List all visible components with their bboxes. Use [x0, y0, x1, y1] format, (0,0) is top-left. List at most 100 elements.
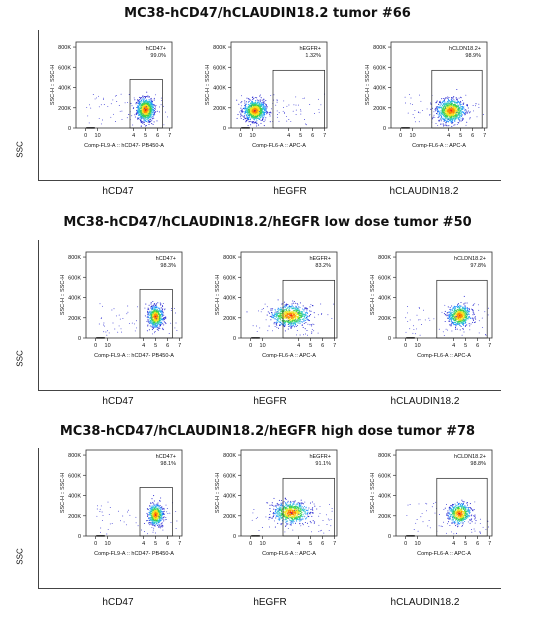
event-dot: [160, 303, 162, 305]
event-dot: [133, 107, 135, 109]
event-dot: [291, 317, 293, 319]
event-dot: [274, 311, 276, 313]
event-dot: [279, 321, 281, 323]
event-dot: [401, 127, 402, 129]
event-dot: [418, 121, 420, 123]
event-dot: [101, 317, 103, 319]
event-dot: [115, 315, 117, 317]
event-dot: [147, 118, 149, 120]
event-dot: [243, 116, 245, 119]
event-dot: [241, 109, 243, 111]
event-dot: [138, 108, 140, 110]
event-dot: [158, 307, 160, 309]
event-dot: [296, 312, 298, 315]
event-dot: [147, 310, 149, 312]
event-dot: [444, 119, 446, 121]
x-tick-label: 10: [95, 133, 101, 139]
event-dot: [147, 325, 149, 327]
event-dot: [269, 309, 271, 311]
event-dot: [142, 117, 144, 119]
event-dot: [295, 325, 297, 327]
y-tick-label: 800K: [223, 255, 236, 261]
event-dot: [143, 116, 145, 118]
event-dot: [420, 100, 422, 102]
event-dot: [148, 96, 150, 98]
event-dot: [161, 311, 163, 313]
event-dot: [251, 101, 253, 103]
event-dot: [438, 119, 440, 121]
event-dot: [303, 315, 305, 317]
event-dot: [146, 113, 148, 115]
event-dot: [442, 107, 444, 109]
event-dot: [143, 118, 145, 120]
event-dot: [285, 309, 287, 312]
event-dot: [443, 97, 445, 100]
event-dot: [280, 312, 282, 315]
event-dot: [455, 306, 457, 308]
event-dot: [170, 322, 172, 324]
event-dot: [254, 337, 255, 339]
y-tick-label: 0: [233, 336, 236, 342]
event-dot: [292, 110, 294, 112]
event-dot: [259, 106, 261, 108]
event-dot: [248, 118, 250, 120]
event-dot: [256, 105, 258, 107]
event-dot: [261, 99, 263, 101]
event-dot: [160, 319, 162, 321]
x-tick-label: 0: [249, 343, 252, 349]
event-dot: [252, 337, 254, 339]
event-dot: [447, 120, 449, 123]
event-dot: [314, 316, 316, 318]
event-dot: [281, 320, 283, 322]
event-dot: [174, 327, 176, 329]
event-dot: [449, 99, 451, 102]
event-dot: [241, 95, 243, 97]
event-dot: [254, 107, 256, 109]
event-dot: [142, 122, 144, 124]
event-dot: [274, 315, 276, 318]
x-tick-label: 4: [142, 343, 145, 349]
event-dot: [245, 109, 247, 111]
event-dot: [116, 101, 118, 102]
event-dot: [445, 110, 447, 113]
y-tick-label: 600K: [58, 65, 71, 71]
event-dot: [286, 321, 289, 323]
panel-frame: [38, 240, 501, 391]
event-dot: [297, 317, 299, 319]
event-dot: [276, 316, 278, 318]
event-dot: [151, 101, 153, 103]
event-dot: [148, 314, 150, 316]
event-dot: [249, 109, 251, 111]
event-dot: [152, 107, 154, 109]
event-dot: [102, 337, 104, 339]
event-dot: [150, 302, 152, 304]
event-dot: [454, 108, 456, 110]
event-dot: [444, 115, 446, 117]
event-dot: [447, 99, 450, 101]
y-axis-title: SSC-H :: SSC-H: [50, 65, 56, 105]
event-dot: [253, 114, 255, 117]
event-dot: [409, 127, 410, 129]
event-dot: [435, 123, 437, 124]
gate-label: hCD47+: [156, 256, 176, 262]
event-dot: [453, 116, 455, 118]
event-dot: [144, 307, 146, 309]
event-dot: [152, 112, 154, 114]
event-dot: [152, 113, 154, 115]
event-dot: [150, 319, 152, 321]
event-dot: [145, 109, 147, 111]
event-dot: [466, 302, 468, 304]
event-dot: [148, 329, 150, 331]
event-dot: [154, 111, 156, 113]
event-dot: [250, 112, 252, 114]
event-dot: [102, 337, 103, 339]
event-dot: [240, 114, 242, 116]
event-dot: [450, 319, 452, 321]
event-dot: [320, 314, 322, 316]
event-dot: [147, 106, 149, 108]
event-dot: [156, 307, 158, 309]
event-dot: [247, 125, 249, 127]
event-dot: [248, 115, 250, 116]
